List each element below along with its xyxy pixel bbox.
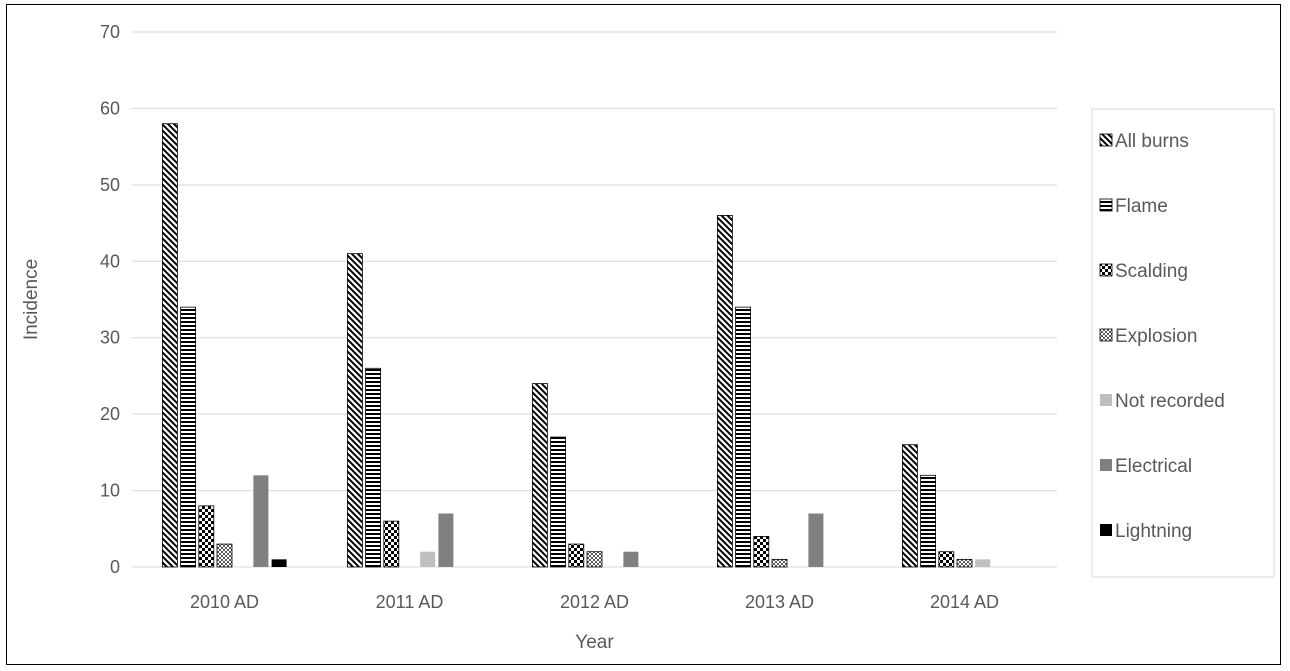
bars	[161, 123, 991, 568]
legend-swatch-scalding	[1099, 263, 1113, 277]
legend-swatch-not-recorded	[1100, 394, 1112, 406]
bar-explosion-3	[771, 558, 788, 568]
bar-electrical-2	[623, 551, 639, 567]
y-tick-label: 0	[110, 557, 120, 577]
bar-not-recorded-1	[420, 551, 436, 567]
bar-all-burns-4	[902, 444, 918, 568]
bar-all-burns-1	[346, 253, 363, 568]
y-tick-label: 40	[100, 251, 120, 271]
legend: All burns Flame Scalding Explosion Not recor…	[1091, 108, 1275, 578]
bar-all-burns-0	[161, 123, 178, 568]
bar-scalding-4	[938, 551, 955, 568]
bar-explosion-0	[216, 543, 233, 568]
bar-electrical-3	[808, 513, 824, 567]
legend-label-not-recorded: Not recorded	[1115, 391, 1225, 412]
bar-scalding-1	[383, 520, 400, 568]
y-axis-tick-labels: 0 10 20 30 40 50 60 70	[100, 22, 120, 577]
y-axis-title: Incidence	[21, 259, 42, 340]
gridlines	[132, 31, 1057, 568]
bar-all-burns-3	[717, 215, 733, 568]
x-axis-tick-labels: 2010 AD 2011 AD 2012 AD 2013 AD 2014 AD	[190, 592, 999, 612]
chart-frame: 0 10 20 30 40 50 60 70 2010 AD 2011 AD 2012 AD 201…	[6, 4, 1281, 665]
y-tick-label: 60	[100, 98, 120, 118]
bar-flame-4	[920, 474, 936, 568]
bar-not-recorded-4	[975, 559, 991, 567]
legend-swatch-electrical	[1100, 459, 1112, 471]
legend-box	[1091, 108, 1275, 578]
y-tick-label: 70	[100, 22, 120, 42]
y-tick-label: 50	[100, 175, 120, 195]
bar-flame-1	[365, 367, 382, 568]
x-tick-label: 2011 AD	[376, 592, 444, 612]
y-tick-label: 20	[100, 404, 120, 424]
x-tick-label: 2014 AD	[930, 592, 999, 612]
bar-scalding-0	[198, 505, 215, 568]
legend-swatch-lightning	[1100, 524, 1112, 536]
legend-swatch-all-burns	[1099, 133, 1113, 147]
x-axis-title: Year	[575, 632, 614, 653]
legend-label-scalding: Scalding	[1115, 261, 1188, 282]
legend-label-flame: Flame	[1115, 196, 1168, 217]
y-tick-label: 10	[100, 481, 120, 501]
bar-all-burns-2	[532, 383, 548, 568]
bar-electrical-0	[253, 475, 269, 567]
legend-label-electrical: Electrical	[1115, 456, 1192, 477]
bar-explosion-2	[586, 551, 603, 568]
legend-label-all-burns: All burns	[1115, 131, 1189, 152]
bar-flame-0	[180, 306, 197, 568]
bar-flame-3	[735, 306, 751, 568]
bar-scalding-2	[568, 543, 585, 568]
y-tick-label: 30	[100, 328, 120, 348]
legend-swatch-flame	[1099, 198, 1113, 212]
legend-label-lightning: Lightning	[1115, 521, 1192, 542]
legend-swatch-explosion	[1099, 328, 1113, 342]
bar-scalding-3	[753, 536, 770, 568]
bar-electrical-1	[438, 513, 454, 567]
x-tick-label: 2013 AD	[745, 592, 814, 612]
bar-flame-2	[550, 436, 566, 568]
x-tick-label: 2010 AD	[190, 592, 259, 612]
bar-explosion-4	[956, 558, 973, 568]
bar-lightning-0	[271, 559, 287, 567]
legend-label-explosion: Explosion	[1115, 326, 1197, 347]
x-tick-label: 2012 AD	[560, 592, 629, 612]
